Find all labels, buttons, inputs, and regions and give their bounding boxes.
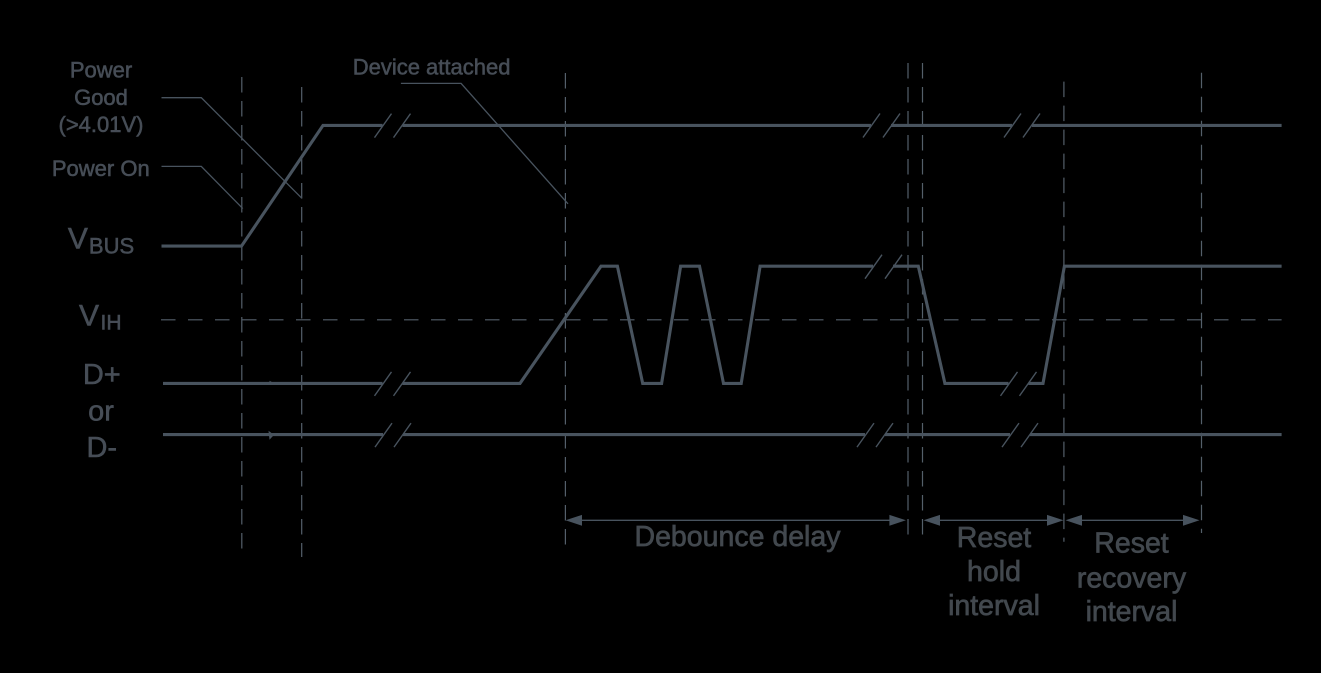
svg-text:Device attached: Device attached <box>353 55 511 80</box>
svg-text:Debounce delay: Debounce delay <box>635 521 842 553</box>
svg-text:Reset: Reset <box>957 522 1032 554</box>
svg-text:Good: Good <box>74 85 128 110</box>
svg-text:or: or <box>88 396 114 428</box>
svg-text:Reset: Reset <box>1094 528 1169 560</box>
svg-text:interval: interval <box>948 590 1040 622</box>
svg-text:Power On: Power On <box>52 156 150 181</box>
svg-text:hold: hold <box>967 556 1021 588</box>
svg-text:interval: interval <box>1086 596 1178 628</box>
svg-text:recovery: recovery <box>1077 563 1187 595</box>
svg-text:(>4.01V): (>4.01V) <box>59 112 144 137</box>
svg-text:D+: D+ <box>83 359 121 391</box>
svg-text:Power: Power <box>70 58 132 83</box>
svg-text:D-: D- <box>86 432 117 464</box>
